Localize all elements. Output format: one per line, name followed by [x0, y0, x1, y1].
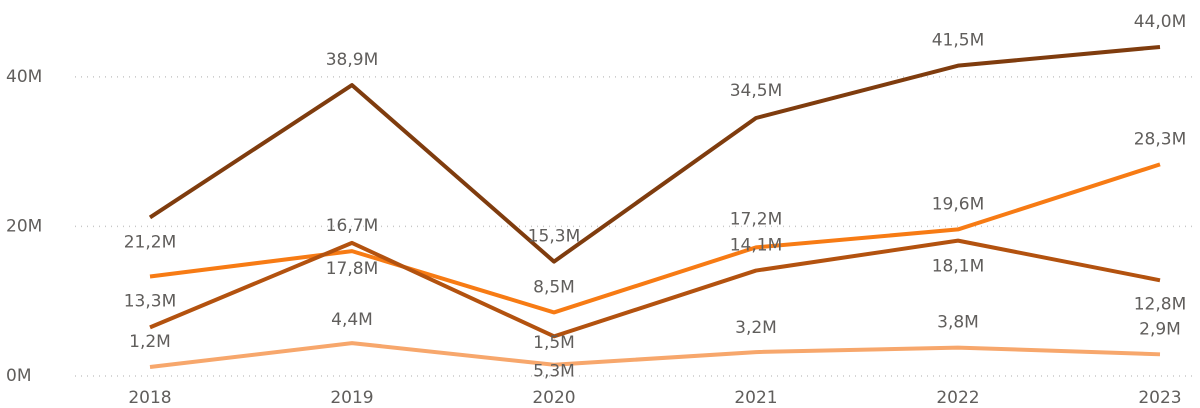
data-label: 4,4M: [331, 310, 373, 330]
data-label: 19,6M: [932, 194, 985, 214]
data-label: 17,8M: [326, 259, 379, 279]
x-tick-label: 2023: [1138, 388, 1181, 408]
data-label: 1,2M: [129, 332, 171, 352]
data-label: 28,3M: [1134, 129, 1187, 149]
series-line: [149, 341, 1161, 370]
data-label: 38,9M: [326, 50, 379, 70]
data-label: 13,3M: [124, 292, 177, 312]
series-line: [149, 238, 1161, 339]
x-tick-label: 2019: [330, 388, 373, 408]
data-label: 16,7M: [326, 216, 379, 236]
data-label: 3,8M: [937, 313, 979, 333]
data-label: 2,9M: [1139, 319, 1181, 339]
y-tick-label: 0M: [6, 366, 31, 386]
x-tick-label: 2021: [734, 388, 777, 408]
data-label: 8,5M: [533, 277, 575, 297]
x-tick-label: 2022: [936, 388, 979, 408]
x-tick-label: 2018: [128, 388, 171, 408]
data-label: 41,5M: [932, 31, 985, 51]
data-label: 5,3M: [533, 361, 575, 381]
data-label: 12,8M: [1134, 294, 1187, 314]
x-tick-label: 2020: [532, 388, 575, 408]
data-label: 21,2M: [124, 232, 177, 252]
data-label: 3,2M: [735, 318, 777, 338]
data-label: 15,3M: [528, 227, 581, 247]
data-label: 17,2M: [730, 209, 783, 229]
data-label: 18,1M: [932, 257, 985, 277]
y-tick-label: 40M: [6, 67, 42, 87]
data-label: 1,5M: [533, 333, 575, 353]
y-tick-label: 20M: [6, 216, 42, 236]
series-line: [148, 44, 1161, 264]
data-label: 44,0M: [1134, 12, 1187, 32]
data-label: 34,5M: [730, 81, 783, 101]
data-label: 14,1M: [730, 236, 783, 256]
series-line: [149, 162, 1161, 315]
